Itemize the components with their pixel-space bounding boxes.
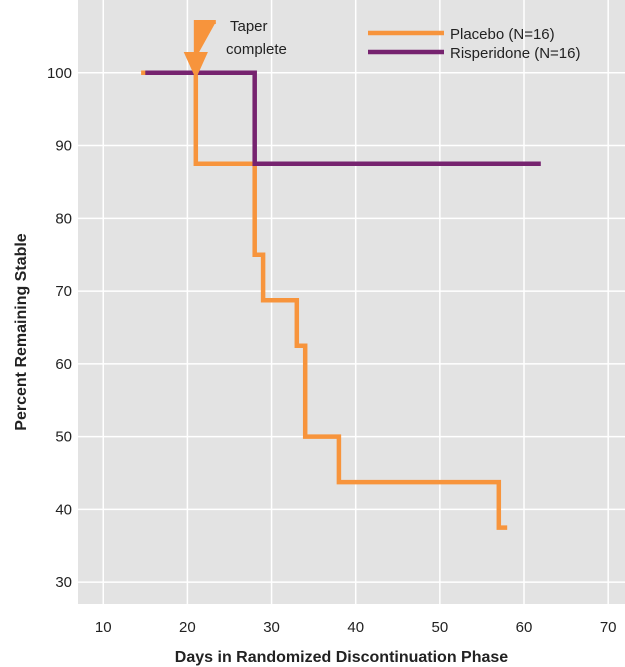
x-tick-label: 60 [516,619,533,636]
x-tick-label: 20 [179,619,196,636]
y-tick-label: 60 [55,356,72,373]
x-axis-ticks: 10 20 30 40 50 60 70 [95,619,617,636]
x-tick-label: 30 [263,619,280,636]
plot-area [78,0,625,604]
taper-annotation: Taper complete [183,18,287,79]
legend-label-risperidone: Risperidone (N=16) [450,45,580,62]
x-axis-title: Days in Randomized Discontinuation Phase [175,649,508,666]
y-tick-label: 80 [55,210,72,227]
series-line-risperidone [145,70,541,166]
y-tick-label: 40 [55,501,72,518]
y-tick-label: 70 [55,283,72,300]
legend-label-placebo: Placebo (N=16) [450,26,555,43]
y-axis-title: Percent Remaining Stable [13,233,30,430]
x-tick-label: 50 [432,619,449,636]
x-tick-label: 40 [347,619,364,636]
legend: Placebo (N=16) Risperidone (N=16) [368,26,580,62]
y-tick-label: 100 [47,65,72,82]
y-axis-ticks: 30 40 50 60 70 80 90 100 [47,65,72,591]
y-tick-label: 30 [55,574,72,591]
series-lines [141,70,541,530]
y-tick-label: 90 [55,138,72,155]
x-tick-label: 10 [95,619,112,636]
y-tick-label: 50 [55,429,72,446]
gridlines [78,0,625,604]
annotation-line-2: complete [226,41,287,58]
series-line-placebo [141,70,508,530]
taper-arrow-icon [183,20,216,79]
annotation-line-1: Taper [230,18,268,35]
x-tick-label: 70 [600,619,617,636]
